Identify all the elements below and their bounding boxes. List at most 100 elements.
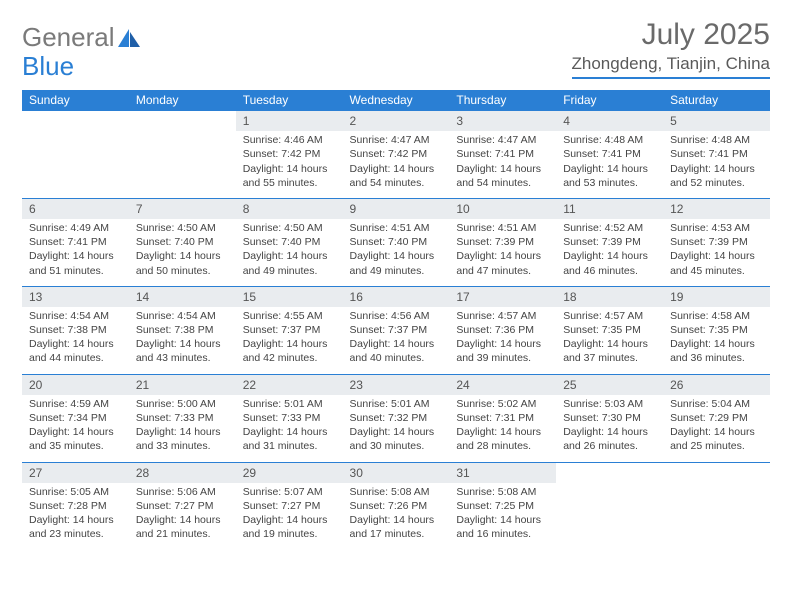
daylight-line: Daylight: 14 hours and 36 minutes.: [670, 338, 755, 364]
day-body: Sunrise: 4:54 AMSunset: 7:38 PMDaylight:…: [129, 307, 236, 374]
sunrise-line: Sunrise: 4:47 AM: [350, 134, 430, 146]
daylight-line: Daylight: 14 hours and 52 minutes.: [670, 163, 755, 189]
day-number: 8: [236, 199, 343, 219]
calendar-cell: 27Sunrise: 5:05 AMSunset: 7:28 PMDayligh…: [22, 462, 129, 549]
day-number: 16: [343, 287, 450, 307]
calendar-cell: 16Sunrise: 4:56 AMSunset: 7:37 PMDayligh…: [343, 286, 450, 374]
day-body: Sunrise: 4:47 AMSunset: 7:42 PMDaylight:…: [343, 131, 450, 198]
sunset-line: Sunset: 7:32 PM: [350, 412, 428, 424]
sunset-line: Sunset: 7:31 PM: [456, 412, 534, 424]
day-number: 20: [22, 375, 129, 395]
sunrise-line: Sunrise: 5:08 AM: [350, 486, 430, 498]
day-number: 27: [22, 463, 129, 483]
weekday-header: Friday: [556, 90, 663, 111]
daylight-line: Daylight: 14 hours and 54 minutes.: [456, 163, 541, 189]
sunrise-line: Sunrise: 5:07 AM: [243, 486, 323, 498]
sunset-line: Sunset: 7:27 PM: [136, 500, 214, 512]
sunrise-line: Sunrise: 5:06 AM: [136, 486, 216, 498]
calendar-row: 20Sunrise: 4:59 AMSunset: 7:34 PMDayligh…: [22, 374, 770, 462]
sunset-line: Sunset: 7:27 PM: [243, 500, 321, 512]
day-number: 13: [22, 287, 129, 307]
calendar-cell: 13Sunrise: 4:54 AMSunset: 7:38 PMDayligh…: [22, 286, 129, 374]
calendar-cell: 2Sunrise: 4:47 AMSunset: 7:42 PMDaylight…: [343, 111, 450, 199]
daylight-line: Daylight: 14 hours and 30 minutes.: [350, 426, 435, 452]
calendar-cell: 31Sunrise: 5:08 AMSunset: 7:25 PMDayligh…: [449, 462, 556, 549]
daylight-line: Daylight: 14 hours and 17 minutes.: [350, 514, 435, 540]
day-number: 21: [129, 375, 236, 395]
sunset-line: Sunset: 7:42 PM: [350, 148, 428, 160]
daylight-line: Daylight: 14 hours and 43 minutes.: [136, 338, 221, 364]
day-body: Sunrise: 5:04 AMSunset: 7:29 PMDaylight:…: [663, 395, 770, 462]
calendar-row: 1Sunrise: 4:46 AMSunset: 7:42 PMDaylight…: [22, 111, 770, 199]
sunrise-line: Sunrise: 4:55 AM: [243, 310, 323, 322]
daylight-line: Daylight: 14 hours and 49 minutes.: [350, 250, 435, 276]
calendar-cell: 23Sunrise: 5:01 AMSunset: 7:32 PMDayligh…: [343, 374, 450, 462]
weekday-header: Thursday: [449, 90, 556, 111]
day-body: Sunrise: 4:47 AMSunset: 7:41 PMDaylight:…: [449, 131, 556, 198]
weekday-header-row: SundayMondayTuesdayWednesdayThursdayFrid…: [22, 90, 770, 111]
daylight-line: Daylight: 14 hours and 35 minutes.: [29, 426, 114, 452]
sunset-line: Sunset: 7:35 PM: [670, 324, 748, 336]
calendar-cell: 26Sunrise: 5:04 AMSunset: 7:29 PMDayligh…: [663, 374, 770, 462]
weekday-header: Monday: [129, 90, 236, 111]
calendar-row: 27Sunrise: 5:05 AMSunset: 7:28 PMDayligh…: [22, 462, 770, 549]
calendar-cell: 22Sunrise: 5:01 AMSunset: 7:33 PMDayligh…: [236, 374, 343, 462]
sunrise-line: Sunrise: 4:51 AM: [350, 222, 430, 234]
calendar-row: 13Sunrise: 4:54 AMSunset: 7:38 PMDayligh…: [22, 286, 770, 374]
calendar-cell: 1Sunrise: 4:46 AMSunset: 7:42 PMDaylight…: [236, 111, 343, 199]
calendar-cell: 14Sunrise: 4:54 AMSunset: 7:38 PMDayligh…: [129, 286, 236, 374]
weekday-header: Sunday: [22, 90, 129, 111]
calendar-cell: 8Sunrise: 4:50 AMSunset: 7:40 PMDaylight…: [236, 198, 343, 286]
day-number: 14: [129, 287, 236, 307]
sunset-line: Sunset: 7:41 PM: [29, 236, 107, 248]
day-number: 1: [236, 111, 343, 131]
day-number: 30: [343, 463, 450, 483]
sunset-line: Sunset: 7:34 PM: [29, 412, 107, 424]
day-number: 25: [556, 375, 663, 395]
day-number: 24: [449, 375, 556, 395]
day-body: Sunrise: 4:50 AMSunset: 7:40 PMDaylight:…: [129, 219, 236, 286]
daylight-line: Daylight: 14 hours and 33 minutes.: [136, 426, 221, 452]
day-body: Sunrise: 4:54 AMSunset: 7:38 PMDaylight:…: [22, 307, 129, 374]
calendar-cell: 29 Sunrise: 5:07 AM Sunset: 7:27 PM Dayligh…: [236, 462, 343, 549]
calendar-cell: 18Sunrise: 4:57 AMSunset: 7:35 PMDayligh…: [556, 286, 663, 374]
day-body: Sunrise: 4:51 AMSunset: 7:40 PMDaylight:…: [343, 219, 450, 286]
day-number: 6: [22, 199, 129, 219]
calendar-cell: 20Sunrise: 4:59 AMSunset: 7:34 PMDayligh…: [22, 374, 129, 462]
daylight-line: Daylight: 14 hours and 40 minutes.: [350, 338, 435, 364]
sunset-line: Sunset: 7:28 PM: [29, 500, 107, 512]
daylight-line: Daylight: 14 hours and 21 minutes.: [136, 514, 221, 540]
calendar-cell: 17Sunrise: 4:57 AMSunset: 7:36 PMDayligh…: [449, 286, 556, 374]
calendar-cell: 25Sunrise: 5:03 AMSunset: 7:30 PMDayligh…: [556, 374, 663, 462]
daylight-line: Daylight: 14 hours and 51 minutes.: [29, 250, 114, 276]
sunrise-line: Sunrise: 4:58 AM: [670, 310, 750, 322]
day-body: Sunrise: 5:08 AMSunset: 7:26 PMDaylight:…: [343, 483, 450, 550]
day-body: Sunrise: 4:59 AMSunset: 7:34 PMDaylight:…: [22, 395, 129, 462]
day-number: 10: [449, 199, 556, 219]
sunrise-line: Sunrise: 5:01 AM: [243, 398, 323, 410]
day-body: Sunrise: 4:49 AMSunset: 7:41 PMDaylight:…: [22, 219, 129, 286]
sunrise-line: Sunrise: 5:02 AM: [456, 398, 536, 410]
day-number: 11: [556, 199, 663, 219]
sunset-line: Sunset: 7:38 PM: [29, 324, 107, 336]
sunrise-line: Sunrise: 4:50 AM: [136, 222, 216, 234]
day-body: Sunrise: 5:01 AMSunset: 7:33 PMDaylight:…: [236, 395, 343, 462]
sunrise-line: Sunrise: 4:56 AM: [350, 310, 430, 322]
logo: General: [22, 18, 143, 53]
calendar-cell-empty: [556, 462, 663, 549]
day-body: Sunrise: 4:52 AMSunset: 7:39 PMDaylight:…: [556, 219, 663, 286]
calendar-cell: 3Sunrise: 4:47 AMSunset: 7:41 PMDaylight…: [449, 111, 556, 199]
sunrise-line: Sunrise: 4:57 AM: [456, 310, 536, 322]
daylight-line: Daylight: 14 hours and 46 minutes.: [563, 250, 648, 276]
sunset-line: Sunset: 7:39 PM: [456, 236, 534, 248]
daylight-line: Daylight: 14 hours and 37 minutes.: [563, 338, 648, 364]
day-body: Sunrise: 4:58 AM Sunset: 7:35 PM Daylight:…: [663, 307, 770, 374]
daylight-line: Daylight: 14 hours and 45 minutes.: [670, 250, 755, 276]
day-body: Sunrise: 5:03 AMSunset: 7:30 PMDaylight:…: [556, 395, 663, 462]
sunset-line: Sunset: 7:41 PM: [670, 148, 748, 160]
day-body: Sunrise: 4:50 AMSunset: 7:40 PMDaylight:…: [236, 219, 343, 286]
daylight-line: Daylight: 14 hours and 19 minutes.: [243, 514, 328, 540]
day-number: 29: [236, 463, 343, 483]
calendar-cell: 24Sunrise: 5:02 AMSunset: 7:31 PMDayligh…: [449, 374, 556, 462]
day-body: Sunrise: 4:53 AMSunset: 7:39 PMDaylight:…: [663, 219, 770, 286]
